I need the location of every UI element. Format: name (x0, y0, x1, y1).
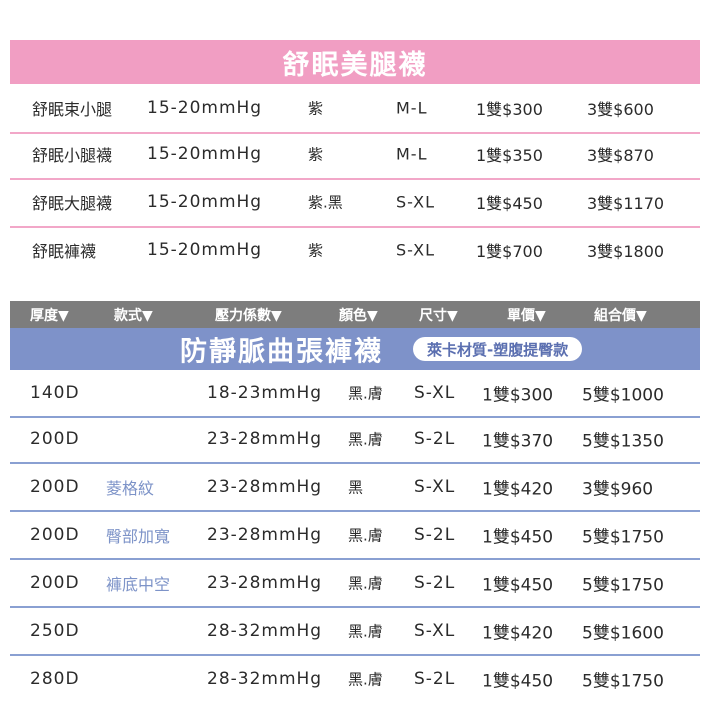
header-thickness[interactable]: 厚度▼ (30, 307, 69, 324)
pressure-value: 18-23mmHg (207, 383, 323, 403)
unit-price: 1雙$420 (482, 479, 554, 500)
table-row: 250D 28-32mmHg 黑.膚 S-XL 1雙$420 5雙$1600 (10, 608, 700, 656)
unit-price: 1雙$450 (482, 527, 554, 548)
color-value: 紫 (308, 99, 324, 118)
pressure-value: 15-20mmHg (147, 98, 263, 118)
header-color[interactable]: 顏色▼ (339, 307, 378, 324)
size-value: S-XL (414, 477, 456, 497)
product-name: 舒眠大腿襪 (32, 194, 113, 213)
list-item: 舒眠褲襪 15-20mmHg 紫 S-XL 1雙$700 3雙$1800 (10, 226, 700, 274)
size-value: S-XL (396, 240, 436, 260)
product-name: 舒眠褲襪 (32, 242, 97, 261)
combo-price: 5雙$1750 (582, 527, 664, 548)
unit-price: 1雙$450 (476, 194, 543, 213)
pressure-value: 23-28mmHg (207, 525, 323, 545)
header-price[interactable]: 單價▼ (507, 307, 546, 324)
thickness-value: 200D (30, 429, 80, 449)
unit-price: 1雙$350 (476, 146, 543, 165)
size-value: S-XL (414, 383, 456, 403)
table-row: 200D 臀部加寬 23-28mmHg 黑.膚 S-2L 1雙$450 5雙$1… (10, 512, 700, 560)
color-value: 紫 (308, 241, 324, 260)
color-value: 黑.膚 (348, 622, 383, 641)
combo-price: 3雙$1170 (587, 194, 665, 213)
unit-price: 1雙$450 (482, 671, 554, 692)
color-value: 黑.膚 (348, 574, 383, 593)
combo-price: 5雙$1600 (582, 623, 664, 644)
pressure-value: 28-32mmHg (207, 621, 323, 641)
size-value: S-2L (414, 525, 456, 545)
combo-price: 5雙$1350 (582, 431, 664, 452)
pressure-value: 15-20mmHg (147, 192, 263, 212)
unit-price: 1雙$420 (482, 623, 554, 644)
section2-title: 防靜脈曲張褲襪 (180, 336, 383, 368)
header-pressure[interactable]: 壓力係數▼ (215, 307, 282, 324)
pressure-value: 28-32mmHg (207, 669, 323, 689)
thickness-value: 200D (30, 477, 80, 497)
thickness-value: 250D (30, 621, 80, 641)
size-value: S-XL (414, 621, 456, 641)
combo-price: 5雙$1750 (582, 575, 664, 596)
product-name: 舒眠小腿襪 (32, 146, 113, 165)
unit-price: 1雙$300 (476, 100, 543, 119)
unit-price: 1雙$450 (482, 575, 554, 596)
color-value: 黑 (348, 478, 364, 497)
size-value: M-L (396, 98, 428, 118)
combo-price: 3雙$960 (582, 479, 654, 500)
style-value: 菱格紋 (106, 479, 155, 498)
color-value: 黑.膚 (348, 670, 383, 689)
size-value: M-L (396, 144, 428, 164)
color-value: 黑.膚 (348, 430, 383, 449)
thickness-value: 280D (30, 669, 80, 689)
pressure-value: 23-28mmHg (207, 429, 323, 449)
size-value: S-2L (414, 429, 456, 449)
thickness-value: 200D (30, 525, 80, 545)
unit-price: 1雙$370 (482, 431, 554, 452)
color-value: 紫.黑 (308, 193, 343, 212)
table-row: 140D 18-23mmHg 黑.膚 S-XL 1雙$300 5雙$1000 (10, 370, 700, 418)
pressure-value: 15-20mmHg (147, 240, 263, 260)
unit-price: 1雙$300 (482, 385, 554, 406)
section2-banner: 防靜脈曲張褲襪 萊卡材質-塑腹提臀款 (10, 328, 700, 370)
combo-price: 3雙$1800 (587, 242, 665, 261)
style-value: 臀部加寬 (106, 527, 171, 546)
header-combo[interactable]: 組合價▼ (594, 307, 647, 324)
style-value: 褲底中空 (106, 575, 171, 594)
header-size[interactable]: 尺寸▼ (419, 307, 458, 324)
color-value: 黑.膚 (348, 526, 383, 545)
section1-title: 舒眠美腿襪 (10, 40, 700, 84)
header-style[interactable]: 款式▼ (114, 307, 153, 324)
list-item: 舒眠小腿襪 15-20mmHg 紫 M-L 1雙$350 3雙$870 (10, 130, 700, 180)
size-value: S-2L (414, 573, 456, 593)
table-row: 200D 菱格紋 23-28mmHg 黑 S-XL 1雙$420 3雙$960 (10, 464, 700, 512)
size-value: S-XL (396, 192, 436, 212)
thickness-value: 140D (30, 383, 80, 403)
color-value: 紫 (308, 145, 324, 164)
combo-price: 3雙$870 (587, 146, 654, 165)
unit-price: 1雙$700 (476, 242, 543, 261)
list-item: 舒眠束小腿 15-20mmHg 紫 M-L 1雙$300 3雙$600 (10, 84, 700, 134)
column-header-bar: 厚度▼ 款式▼ 壓力係數▼ 顏色▼ 尺寸▼ 單價▼ 組合價▼ (10, 301, 700, 328)
combo-price: 5雙$1000 (582, 385, 664, 406)
table-row: 280D 28-32mmHg 黑.膚 S-2L 1雙$450 5雙$1750 (10, 656, 700, 702)
combo-price: 3雙$600 (587, 100, 654, 119)
pressure-value: 23-28mmHg (207, 573, 323, 593)
table-row: 200D 23-28mmHg 黑.膚 S-2L 1雙$370 5雙$1350 (10, 416, 700, 464)
color-value: 黑.膚 (348, 384, 383, 403)
table-row: 200D 褲底中空 23-28mmHg 黑.膚 S-2L 1雙$450 5雙$1… (10, 560, 700, 608)
material-tag: 萊卡材質-塑腹提臀款 (413, 337, 583, 361)
combo-price: 5雙$1750 (582, 671, 664, 692)
list-item: 舒眠大腿襪 15-20mmHg 紫.黑 S-XL 1雙$450 3雙$1170 (10, 178, 700, 228)
pressure-value: 23-28mmHg (207, 477, 323, 497)
thickness-value: 200D (30, 573, 80, 593)
product-name: 舒眠束小腿 (32, 100, 113, 119)
pressure-value: 15-20mmHg (147, 144, 263, 164)
size-value: S-2L (414, 669, 456, 689)
